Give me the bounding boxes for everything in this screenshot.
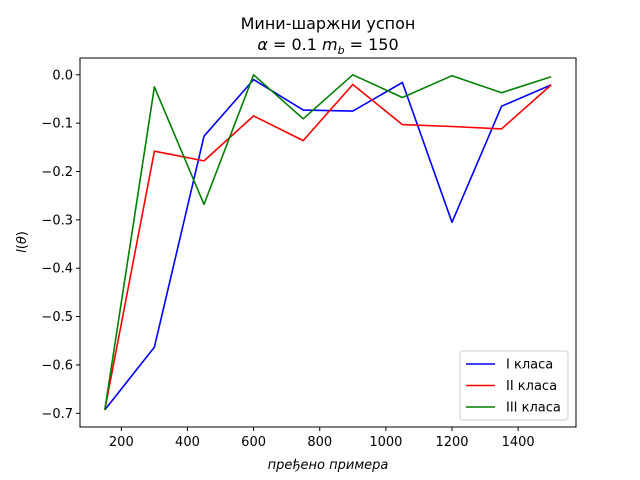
x-tick-label: 200	[109, 435, 134, 450]
x-tick-label: 1400	[502, 435, 535, 450]
y-tick-label: −0.6	[41, 358, 73, 373]
subtitle-mb-subscript: b	[338, 44, 345, 57]
subtitle-mb-symbol: m	[322, 35, 338, 54]
y-label-theta: θ	[15, 236, 30, 244]
subtitle-mb-text: = 150	[345, 35, 399, 54]
x-tick-label: 400	[175, 435, 200, 450]
x-axis-ticks: 200 400 600 800 1000 1200 1400	[109, 427, 535, 450]
x-tick-label: 1200	[435, 435, 468, 450]
y-label-close-paren: )	[15, 231, 30, 236]
chart-subtitle: α = 0.1 mb = 150	[257, 35, 398, 57]
series-line-3	[104, 74, 552, 411]
series-lines	[104, 74, 552, 411]
y-label-open-paren: (	[15, 244, 30, 249]
subtitle-alpha-text: = 0.1	[268, 35, 322, 54]
legend-label: II класа	[506, 379, 557, 394]
y-tick-label: −0.5	[41, 310, 73, 325]
chart-title: Мини-шаржни успон	[241, 14, 416, 33]
x-axis-label: пређено примера	[268, 458, 389, 473]
x-tick-label: 600	[241, 435, 266, 450]
y-tick-label: −0.3	[41, 213, 73, 228]
legend-box	[459, 350, 569, 421]
legend-entries: I класа II класа III класа	[466, 358, 561, 416]
subtitle-alpha-symbol: α	[257, 35, 268, 54]
legend-label: III класа	[506, 401, 561, 416]
y-axis-ticks: 0.0 −0.1 −0.2 −0.3 −0.4 −0.5 −0.6 −0.7	[41, 68, 80, 422]
y-label-l: l	[15, 249, 30, 253]
plot-frame	[79, 57, 577, 428]
y-axis-label: l(θ)	[15, 231, 30, 253]
series-line-1	[104, 78, 552, 411]
y-tick-label: −0.2	[41, 165, 73, 180]
x-tick-label: 800	[307, 435, 332, 450]
y-tick-label: −0.1	[41, 117, 73, 132]
legend: I класа II класа III класа	[459, 350, 569, 421]
y-tick-label: −0.4	[41, 262, 73, 277]
series-line-2	[104, 83, 552, 411]
y-tick-label: −0.7	[41, 407, 73, 422]
y-tick-label: 0.0	[52, 68, 73, 83]
x-tick-label: 1000	[369, 435, 402, 450]
legend-label: I класа	[506, 358, 553, 373]
